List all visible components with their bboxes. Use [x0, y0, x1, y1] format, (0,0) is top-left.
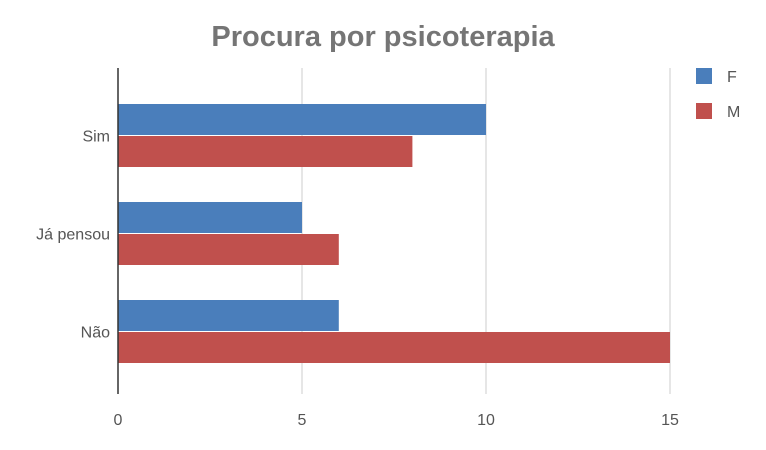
bar-m	[118, 234, 339, 265]
x-tick-label: 10	[477, 412, 495, 429]
legend-swatch-m	[696, 103, 712, 119]
x-tick-label: 15	[661, 412, 679, 429]
bar-m	[118, 332, 670, 363]
y-tick-label: Não	[81, 325, 110, 342]
legend-label-f: F	[727, 69, 737, 86]
bars	[118, 104, 670, 363]
y-tick-label: Sim	[82, 129, 110, 146]
legend-swatch-f	[696, 68, 712, 84]
chart-title: Procura por psicoterapia	[211, 21, 555, 53]
bar-f	[118, 300, 339, 331]
x-tick-label: 0	[114, 412, 123, 429]
y-tick-label: Já pensou	[36, 227, 110, 244]
bar-f	[118, 104, 486, 135]
bar-m	[118, 136, 413, 167]
legend-label-m: M	[727, 104, 740, 121]
x-tick-label: 5	[298, 412, 307, 429]
legend: FM	[696, 68, 740, 121]
bar-f	[118, 202, 302, 233]
axes: 0 5 10 15 Sim Já pensou Não	[36, 68, 679, 429]
